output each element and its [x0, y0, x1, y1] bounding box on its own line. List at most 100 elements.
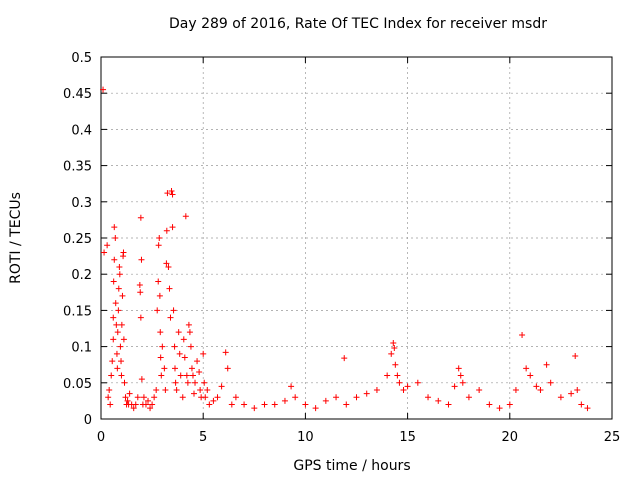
data-point [169, 191, 176, 198]
data-point [224, 365, 231, 372]
data-point [414, 379, 421, 386]
data-point [186, 329, 193, 336]
data-point [137, 314, 144, 321]
data-point [155, 278, 162, 285]
data-point [572, 353, 579, 360]
data-point [400, 387, 407, 394]
data-point [172, 379, 179, 386]
data-point [185, 321, 192, 328]
data-point [115, 285, 122, 292]
data-point [168, 187, 175, 194]
data-point [353, 394, 360, 401]
data-point [341, 355, 348, 362]
data-point [391, 345, 398, 352]
data-point [251, 405, 258, 412]
data-point [157, 329, 164, 336]
y-tick-label: 0.05 [63, 377, 92, 392]
data-point [232, 394, 239, 401]
data-point [404, 383, 411, 390]
data-point [527, 372, 534, 379]
y-tick-label: 0 [84, 413, 92, 428]
data-point [155, 242, 162, 249]
data-point [156, 292, 163, 299]
data-point [124, 397, 131, 404]
data-point [111, 256, 118, 263]
data-point [451, 383, 458, 390]
data-point [130, 405, 137, 412]
data-point [157, 354, 164, 361]
chart-title: Day 289 of 2016, Rate Of TEC Index for r… [169, 16, 547, 32]
data-point [120, 249, 127, 256]
data-point [173, 387, 180, 394]
x-tick-label: 10 [297, 430, 314, 445]
data-point [533, 383, 540, 390]
data-point [134, 394, 141, 401]
data-point [118, 321, 125, 328]
data-point [138, 376, 145, 383]
data-point [425, 394, 432, 401]
data-point [165, 263, 172, 270]
data-point [109, 358, 116, 365]
y-tick-label: 0.1 [71, 341, 92, 356]
data-point [122, 394, 129, 401]
ticks-layer: 0 0.05 0.1 0.15 0.2 0.25 0.3 0.35 0.4 0.45 0.5 0 5 10… [63, 51, 620, 445]
data-point [241, 401, 248, 408]
data-point [164, 190, 171, 197]
data-point [188, 365, 195, 372]
data-point [333, 394, 340, 401]
data-point [343, 401, 350, 408]
data-point [281, 397, 288, 404]
data-point [110, 278, 117, 285]
data-point [108, 372, 115, 379]
data-point [584, 405, 591, 412]
data-point [214, 394, 221, 401]
data-point [175, 329, 182, 336]
data-point [118, 372, 125, 379]
data-point [197, 387, 204, 394]
y-tick-label: 0.3 [71, 196, 92, 211]
data-point [153, 387, 160, 394]
y-tick-label: 0.5 [71, 51, 92, 66]
data-point [170, 307, 177, 314]
data-point [390, 339, 397, 346]
y-tick-label: 0.35 [63, 160, 92, 175]
data-point [163, 227, 170, 234]
data-point [158, 372, 165, 379]
data-point [159, 343, 166, 350]
data-point [113, 321, 120, 328]
data-point [373, 387, 380, 394]
data-point [191, 390, 198, 397]
data-point [110, 336, 117, 343]
data-point [568, 390, 575, 397]
data-point [105, 394, 112, 401]
data-point [137, 289, 144, 296]
data-point [114, 329, 121, 336]
data-point [271, 401, 278, 408]
y-tick-label: 0.4 [71, 123, 92, 138]
data-point [187, 343, 194, 350]
data-point [445, 401, 452, 408]
data-point [455, 365, 462, 372]
data-point [574, 387, 581, 394]
data-point [557, 394, 564, 401]
data-point [180, 336, 187, 343]
data-point [288, 383, 295, 390]
data-point [388, 350, 395, 357]
y-tick-label: 0.25 [63, 232, 92, 247]
data-point [392, 361, 399, 368]
data-point [140, 394, 147, 401]
data-point [116, 263, 123, 270]
y-axis-label: ROTI / TECUs [8, 192, 24, 284]
data-point [149, 401, 156, 408]
data-point [101, 249, 108, 256]
data-point [312, 405, 319, 412]
data-point [228, 401, 235, 408]
y-tick-label: 0.2 [71, 268, 92, 283]
data-point [112, 235, 119, 241]
data-point [547, 379, 554, 386]
data-point [506, 401, 513, 408]
data-point [192, 379, 199, 386]
data-point [194, 358, 201, 365]
data-point [465, 394, 472, 401]
